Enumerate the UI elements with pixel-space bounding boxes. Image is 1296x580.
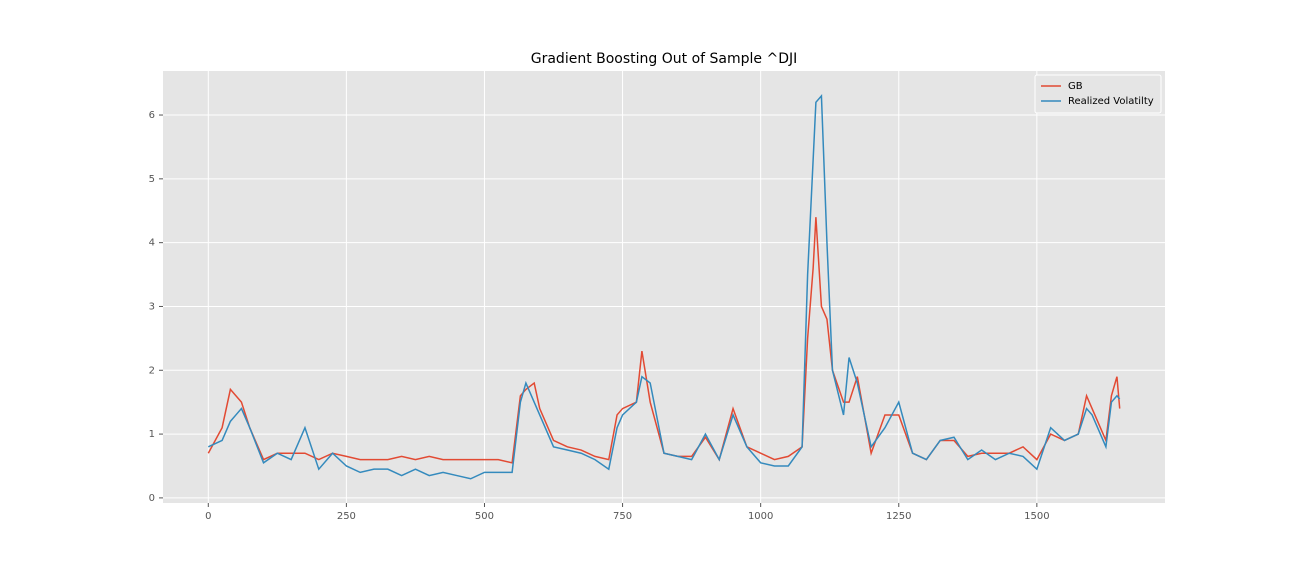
legend-label: Realized Volatilty [1068,96,1154,107]
y-tick-label: 5 [149,174,155,185]
x-tick-label: 1500 [1024,511,1049,522]
x-tick-label: 500 [475,511,494,522]
y-tick-label: 6 [149,110,155,121]
x-tick-label: 1000 [748,511,773,522]
y-tick-label: 2 [149,365,155,376]
y-tick-label: 1 [149,429,155,440]
legend-box [1034,74,1162,114]
plot-area [163,71,1165,503]
series-line [207,93,1121,480]
y-tick-label: 3 [149,301,155,312]
y-tick-label: 4 [149,238,155,249]
x-tick-label: 0 [205,511,211,522]
x-tick-label: 1250 [886,511,911,522]
x-tick-label: 250 [337,511,356,522]
chart-title: Gradient Boosting Out of Sample ^DJI [531,51,798,67]
y-tick-label: 0 [149,493,155,504]
legend-label: GB [1068,81,1083,92]
x-tick-label: 750 [613,511,632,522]
